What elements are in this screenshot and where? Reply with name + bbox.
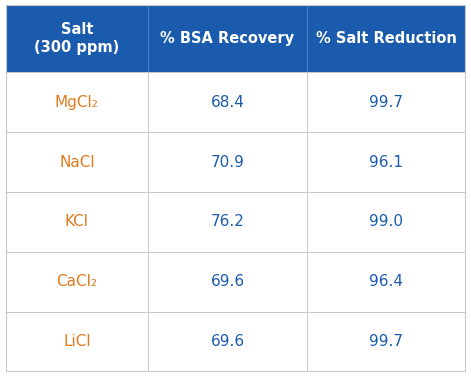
Text: 96.4: 96.4 [369, 274, 403, 289]
Text: % BSA Recovery: % BSA Recovery [161, 31, 294, 46]
Text: 99.7: 99.7 [369, 334, 403, 349]
Bar [6, 73, 465, 132]
Bar [6, 312, 465, 371]
Bar [6, 252, 465, 312]
Text: 70.9: 70.9 [211, 155, 244, 170]
Text: Salt
(300 ppm): Salt (300 ppm) [34, 22, 120, 55]
Text: CaCl₂: CaCl₂ [57, 274, 97, 289]
Text: 69.6: 69.6 [211, 334, 244, 349]
Text: KCl: KCl [65, 214, 89, 229]
Text: 69.6: 69.6 [211, 274, 244, 289]
Text: 76.2: 76.2 [211, 214, 244, 229]
Text: 99.7: 99.7 [369, 95, 403, 110]
Text: % Salt Reduction: % Salt Reduction [316, 31, 456, 46]
Text: 96.1: 96.1 [369, 155, 403, 170]
Bar [6, 5, 465, 73]
Text: 68.4: 68.4 [211, 95, 244, 110]
Text: NaCl: NaCl [59, 155, 95, 170]
Bar [6, 132, 465, 192]
Bar [6, 192, 465, 252]
Text: LiCl: LiCl [63, 334, 91, 349]
Text: MgCl₂: MgCl₂ [55, 95, 99, 110]
Text: 99.0: 99.0 [369, 214, 403, 229]
